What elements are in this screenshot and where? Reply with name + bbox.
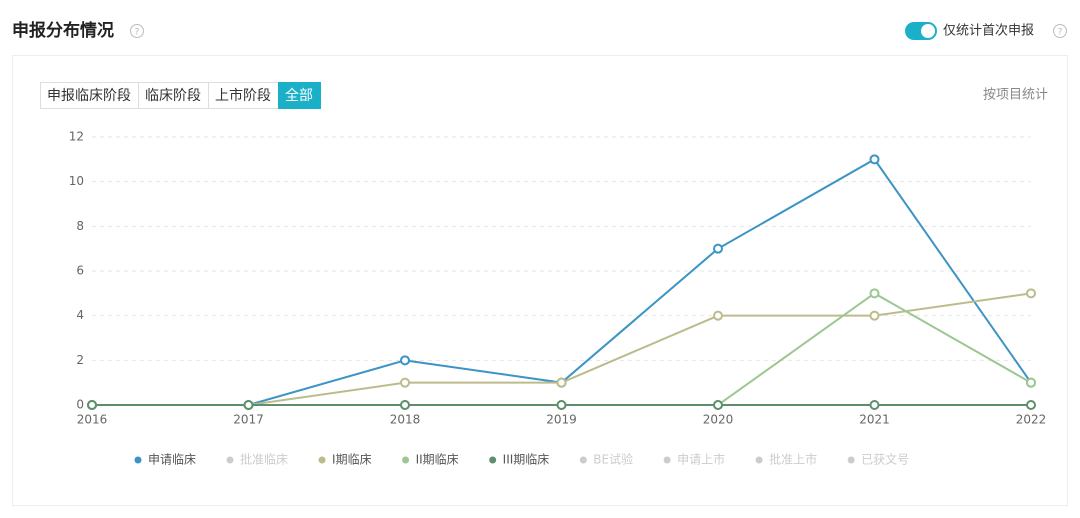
legend-marker[interactable] [663, 456, 671, 464]
help-icon-glyph: ? [1058, 28, 1063, 38]
tab[interactable] [138, 82, 209, 109]
tab-label: 全部 [285, 87, 313, 104]
plot: 0 2 4 6 8 10 12 2016 2017 2018 2019 2020 2021 2022 申请临… [69, 130, 1047, 467]
tab[interactable] [278, 82, 321, 109]
series-line [92, 292, 1032, 406]
point [1026, 377, 1036, 388]
point [713, 310, 723, 321]
point [869, 154, 880, 165]
y-tick-label: 6 [76, 264, 84, 278]
tab-label: 上市阶段 [215, 87, 271, 104]
point [87, 400, 97, 410]
legend-marker[interactable] [134, 456, 142, 464]
point [556, 377, 567, 388]
legend-marker[interactable] [755, 456, 763, 464]
x-tick-label: 2017 [233, 413, 264, 427]
legend-label[interactable]: III期临床 [503, 453, 550, 467]
help-icon[interactable] [130, 24, 144, 38]
point [713, 243, 723, 254]
legend-label[interactable]: 批准上市 [769, 452, 817, 467]
point [243, 400, 254, 410]
legend-marker[interactable] [579, 456, 587, 464]
x-tick-label: 2016 [77, 413, 108, 427]
toggle-knob [921, 24, 935, 38]
toggle-label: 仅统计首次申报 [943, 23, 1034, 39]
tab-label: 临床阶段 [145, 88, 201, 104]
legend-label[interactable]: 已获文号 [861, 452, 909, 467]
series-line [92, 158, 1032, 406]
tab-label: 申报临床阶段 [47, 88, 131, 104]
point [400, 355, 410, 366]
y-tick-label: 4 [76, 308, 84, 322]
legend-marker[interactable] [226, 456, 234, 464]
x-tick-label: 2021 [859, 413, 890, 427]
point [713, 400, 723, 410]
point [1026, 400, 1036, 410]
legend-label[interactable]: II期临床 [416, 453, 459, 467]
y-tick-label: 8 [76, 219, 84, 233]
point [400, 400, 410, 410]
series-line [92, 292, 1032, 406]
point [400, 377, 410, 388]
legend-label[interactable]: BE试验 [593, 452, 633, 467]
legend-label[interactable]: 申请上市 [677, 452, 725, 467]
point [869, 400, 880, 410]
legend-marker[interactable] [318, 456, 326, 464]
legend-marker[interactable] [489, 456, 497, 464]
legend-label[interactable]: I期临床 [332, 453, 372, 467]
legend-label[interactable]: 批准临床 [240, 452, 288, 467]
point [1026, 288, 1036, 299]
help-icon-glyph: ? [135, 28, 140, 38]
legend-marker[interactable] [402, 456, 410, 464]
help-icon[interactable] [1053, 24, 1067, 38]
point [869, 288, 880, 299]
x-tick-label: 2018 [390, 413, 421, 427]
point [556, 400, 567, 410]
y-tick-label: 2 [76, 353, 84, 367]
x-tick-label: 2022 [1016, 413, 1047, 427]
y-tick-label: 12 [69, 130, 84, 144]
legend-marker[interactable] [847, 456, 855, 464]
legend-label[interactable]: 申请临床 [148, 453, 196, 467]
tabs: 申报临床阶段 临床阶段 上市阶段 全部 [40, 82, 321, 109]
y-tick-label: 10 [69, 174, 84, 188]
y-tick-label: 0 [76, 398, 84, 412]
toggle[interactable] [905, 22, 937, 40]
panel [12, 55, 1068, 506]
tab[interactable] [40, 82, 139, 109]
x-tick-label: 2019 [546, 413, 577, 427]
point [869, 310, 880, 321]
title: 申报分布情况 [12, 20, 114, 41]
mode-label[interactable]: 按项目统计 [983, 88, 1048, 103]
x-tick-label: 2020 [703, 413, 734, 427]
